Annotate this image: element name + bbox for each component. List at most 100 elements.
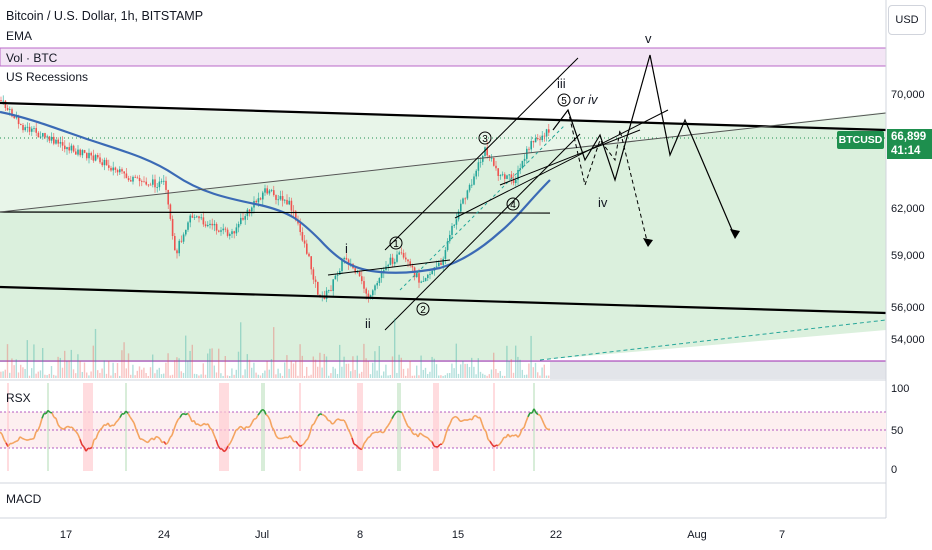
wave-ii-label: ii [365,316,371,331]
candle-body [486,147,488,156]
rsx-label[interactable]: RSX [6,391,31,405]
main-pane[interactable] [0,47,887,379]
candle-body [198,216,200,219]
price-label-59000: 59,000 [891,250,925,262]
candle-body [136,177,139,179]
time-axis[interactable]: 17 24 Jul 8 15 22 Aug 7 [60,529,785,541]
rsx-segment [77,434,81,440]
rsx-segment [413,433,417,436]
candle-body [301,232,304,241]
rsx-segment [267,415,271,421]
volume-bar [158,367,160,378]
volume-bar [138,366,141,378]
legend-recessions[interactable]: US Recessions [6,70,89,84]
rsx-segment [177,416,181,421]
volume-bar [365,358,367,378]
candle-body [48,136,51,141]
volume-bar [295,361,297,378]
rsx-segment [31,437,35,440]
volume-bar [301,355,303,378]
candle-body [484,147,486,156]
volume-bar [303,375,306,378]
volume-bar [33,344,35,378]
volume-bar [526,374,528,378]
candle-body [539,139,541,141]
candle-body [204,224,207,227]
projection-dashed [567,109,649,246]
rsx-highlight [359,383,361,471]
circle-2-mark [416,302,430,316]
rsx-highlight [125,383,127,471]
candle-body [97,155,99,158]
rsx-segment [11,441,15,445]
volume-bar [75,373,77,378]
candle-body [389,257,392,265]
volume-bar [389,374,391,378]
rsx-segment [535,412,539,416]
volume-bar [198,375,200,378]
candle-body [202,217,205,225]
candle-body [501,174,504,176]
currency-button[interactable]: USD [888,5,926,35]
legend-vol[interactable]: Vol · BTC [6,51,58,65]
volume-bar [59,357,61,378]
candle-body [543,135,546,137]
candle-body [376,283,378,286]
rsx-axis[interactable]: 100 50 0 [891,383,909,476]
volume-bar [310,374,312,378]
rsx-segment [19,436,23,439]
rsx-segment [397,410,401,413]
candle-body [55,139,57,144]
volume-bar [350,371,352,378]
candle-body [347,259,350,265]
candle-body [534,138,537,143]
price-axis[interactable]: 70,000 62,000 59,000 56,000 54,000 [891,89,925,346]
candle-body [15,117,18,119]
candle-body [193,217,196,218]
rsx-segment [393,411,397,416]
circle-5-mark [557,93,571,107]
candle-body [438,262,440,267]
candle-body [11,109,13,117]
volume-bar [286,355,288,378]
volume-bar [176,357,178,378]
candle-body [213,223,216,226]
rsx-segment [485,431,489,440]
volume-bar [515,345,517,378]
volume-bar [264,370,266,378]
rsx-segment [509,434,513,438]
rsx-pane[interactable] [0,383,886,471]
macd-label[interactable]: MACD [6,492,42,506]
rsx-segment [119,413,123,418]
candle-body [341,259,343,271]
candle-body [420,281,422,283]
rsx-segment [171,429,175,436]
candle-body [468,184,471,191]
candle-body [380,272,383,278]
candle-body [75,151,77,155]
volume-bar [464,363,466,378]
candle-body [110,167,112,171]
volume-bar [391,356,394,378]
rsx-segment [541,419,545,425]
volume-bar [361,371,363,378]
volume-bar [127,353,130,378]
rsx-highlight [357,383,359,471]
upper-trendline [0,101,887,132]
candle-body [471,184,473,186]
candle-body [191,215,194,218]
candles [0,95,550,303]
rsx-segment [215,439,219,446]
rsx-segment [67,425,71,429]
candle-body [493,157,495,166]
rsx-segment [259,409,263,413]
volume-bar [468,367,471,378]
legend-ema[interactable]: EMA [6,29,33,43]
rsx-segment [193,420,197,425]
volume-bar [143,367,145,378]
volume-bar [449,373,451,378]
candle-body [154,179,156,188]
volume-bar [512,372,515,378]
volume-bar [334,368,336,378]
